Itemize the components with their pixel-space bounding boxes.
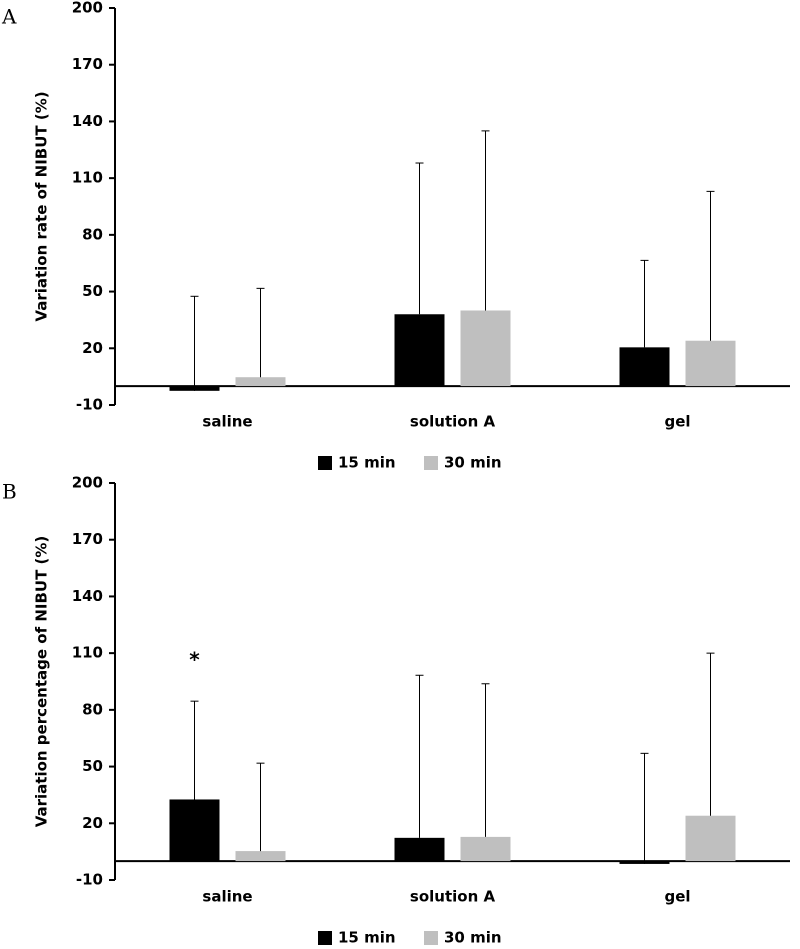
y-tick-label: 170 — [72, 55, 103, 73]
y-tick-label: 50 — [82, 282, 103, 300]
bar — [619, 347, 670, 387]
y-axis-title: Variation percentage of NIBUT (%) — [33, 536, 51, 828]
y-tick-label: 80 — [82, 700, 103, 718]
y-axis-title: Variation rate of NIBUT (%) — [33, 91, 51, 321]
x-tick-label: solution A — [410, 888, 496, 906]
legend-label: 15 min — [338, 929, 396, 947]
x-tick-label: solution A — [410, 413, 496, 431]
y-tick-label: 200 — [72, 0, 103, 17]
bar — [235, 851, 286, 862]
bar — [685, 340, 736, 387]
annotation: * — [189, 648, 200, 672]
y-tick-label: 50 — [82, 757, 103, 775]
bar — [460, 310, 511, 387]
bar — [394, 314, 445, 387]
y-tick-label: 20 — [82, 814, 103, 832]
y-tick-label: -10 — [76, 871, 103, 889]
x-tick-label: gel — [664, 888, 690, 906]
legend-label: 30 min — [444, 929, 502, 947]
legend-swatch — [318, 456, 332, 470]
y-tick-label: 140 — [72, 112, 103, 130]
legend-label: 30 min — [444, 454, 502, 472]
legend-swatch — [424, 456, 438, 470]
legend-swatch — [424, 931, 438, 945]
x-tick-label: saline — [202, 413, 252, 431]
y-tick-label: 20 — [82, 339, 103, 357]
x-tick-label: saline — [202, 888, 252, 906]
y-tick-label: 140 — [72, 587, 103, 605]
y-tick-label: 110 — [72, 644, 103, 662]
y-tick-label: 80 — [82, 225, 103, 243]
bar — [169, 799, 220, 862]
bar — [235, 377, 286, 387]
y-tick-label: 170 — [72, 530, 103, 548]
panel-label: A — [1, 5, 17, 29]
bar — [685, 815, 736, 862]
y-tick-label: 110 — [72, 169, 103, 187]
panel-label: B — [2, 480, 17, 504]
y-tick-label: 200 — [72, 474, 103, 492]
legend-label: 15 min — [338, 454, 396, 472]
y-tick-label: -10 — [76, 396, 103, 414]
bar — [394, 837, 445, 862]
x-tick-label: gel — [664, 413, 690, 431]
bar — [460, 836, 511, 862]
legend-swatch — [318, 931, 332, 945]
